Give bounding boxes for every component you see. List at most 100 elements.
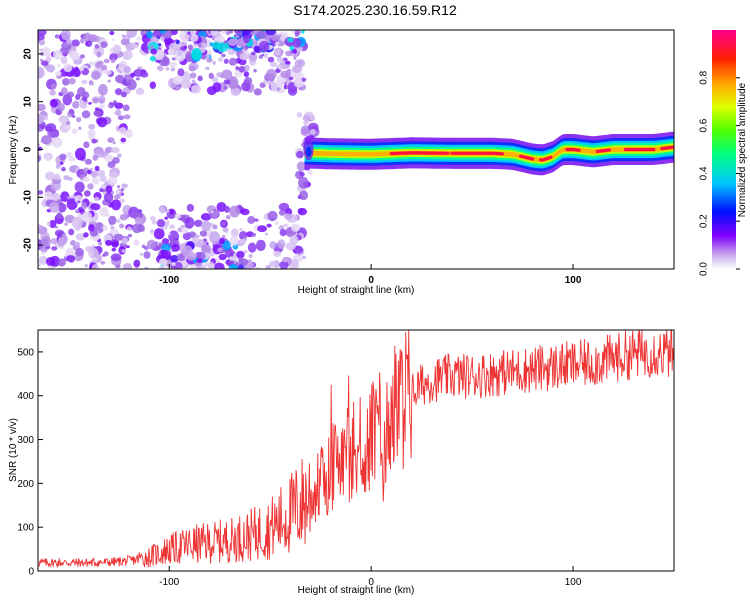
noise-blob xyxy=(299,171,305,177)
noise-blob xyxy=(39,48,43,52)
top-xlabel: Height of straight line (km) xyxy=(298,285,415,296)
noise-blob xyxy=(74,66,79,70)
noise-blob xyxy=(119,223,125,229)
noise-blob xyxy=(50,237,58,245)
noise-blob xyxy=(264,232,269,236)
noise-blob xyxy=(240,208,250,216)
noise-blob xyxy=(133,261,140,265)
noise-blob xyxy=(83,211,89,218)
noise-blob xyxy=(120,137,126,143)
noise-blob xyxy=(191,237,200,244)
noise-blob xyxy=(280,70,291,79)
noise-blob xyxy=(217,57,224,62)
noise-blob xyxy=(225,214,231,220)
noise-blob xyxy=(296,161,306,172)
noise-blob xyxy=(92,154,98,161)
noise-blob xyxy=(104,235,109,239)
noise-blob xyxy=(110,58,116,64)
noise-blob xyxy=(261,242,266,246)
noise-blob xyxy=(109,30,115,36)
noise-blob xyxy=(63,175,70,180)
noise-blob xyxy=(212,82,222,93)
noise-blob xyxy=(51,246,58,251)
noise-blob xyxy=(207,261,216,269)
noise-blob xyxy=(302,255,306,260)
noise-blob xyxy=(90,203,101,211)
ridge-peak xyxy=(539,155,553,162)
noise-blob xyxy=(52,49,63,60)
noise-blob xyxy=(49,90,56,96)
noise-blob xyxy=(135,211,143,219)
noise-blob xyxy=(291,53,295,56)
noise-blob xyxy=(278,209,286,216)
noise-blob xyxy=(65,38,72,45)
noise-blob xyxy=(223,79,231,85)
noise-blob xyxy=(42,136,53,144)
noise-blob xyxy=(38,114,44,125)
noise-blob xyxy=(143,44,147,48)
noise-blob xyxy=(100,260,106,265)
noise-blob xyxy=(241,48,246,53)
noise-blob xyxy=(80,54,85,59)
noise-blob xyxy=(234,30,241,34)
noise-blob xyxy=(98,95,106,103)
noise-blob xyxy=(117,185,121,188)
noise-blob xyxy=(174,213,182,219)
noise-blob xyxy=(89,167,93,171)
noise-blob xyxy=(176,86,180,90)
noise-blob xyxy=(184,216,195,229)
noise-blob xyxy=(175,40,180,45)
noise-blob xyxy=(300,128,310,137)
noise-blob xyxy=(254,218,259,222)
noise-blob xyxy=(200,220,212,231)
noise-blob xyxy=(121,183,128,189)
noise-blob xyxy=(71,39,80,47)
noise-blob xyxy=(273,250,282,258)
noise-blob xyxy=(99,175,107,183)
noise-blob xyxy=(133,69,144,77)
noise-blob xyxy=(253,68,257,73)
noise-blob xyxy=(229,205,240,218)
noise-blob xyxy=(137,209,143,213)
noise-blob xyxy=(149,81,157,90)
noise-blob xyxy=(189,263,198,269)
noise-blob xyxy=(251,232,256,237)
noise-blob xyxy=(221,69,233,80)
noise-blob xyxy=(44,153,52,162)
noise-blob xyxy=(97,84,108,96)
bottom-ytick-label: 0 xyxy=(28,567,34,578)
noise-blob xyxy=(239,52,249,61)
noise-blob xyxy=(164,216,169,220)
top-ylabel: Frequency (Hz) xyxy=(8,116,19,185)
noise-blob xyxy=(115,108,122,116)
noise-blob xyxy=(71,216,83,229)
noise-blob xyxy=(96,51,102,58)
ridge-peak xyxy=(518,154,535,161)
noise-blob xyxy=(294,30,301,36)
noise-blob xyxy=(44,191,53,200)
noise-blob xyxy=(236,250,245,259)
noise-blob xyxy=(188,65,196,72)
noise-blob xyxy=(81,96,88,102)
noise-blob xyxy=(38,66,45,79)
noise-blob xyxy=(296,150,304,159)
noise-blob xyxy=(285,50,293,57)
noise-blob xyxy=(150,48,158,55)
noise-blob xyxy=(74,147,86,161)
noise-blob xyxy=(257,225,267,233)
noise-blob xyxy=(90,170,98,178)
noise-blob xyxy=(171,57,176,61)
noise-blob xyxy=(61,166,66,172)
noise-blob xyxy=(243,250,248,254)
noise-blob xyxy=(294,246,304,254)
noise-blob xyxy=(55,70,62,77)
noise-blob xyxy=(68,228,75,236)
noise-blob xyxy=(79,67,84,72)
noise-blob xyxy=(57,63,61,68)
noise-blob xyxy=(136,36,142,41)
noise-blob xyxy=(254,266,261,269)
noise-blob xyxy=(120,91,127,98)
noise-blob xyxy=(224,205,231,213)
noise-blob xyxy=(38,39,46,46)
noise-blob xyxy=(253,30,259,34)
